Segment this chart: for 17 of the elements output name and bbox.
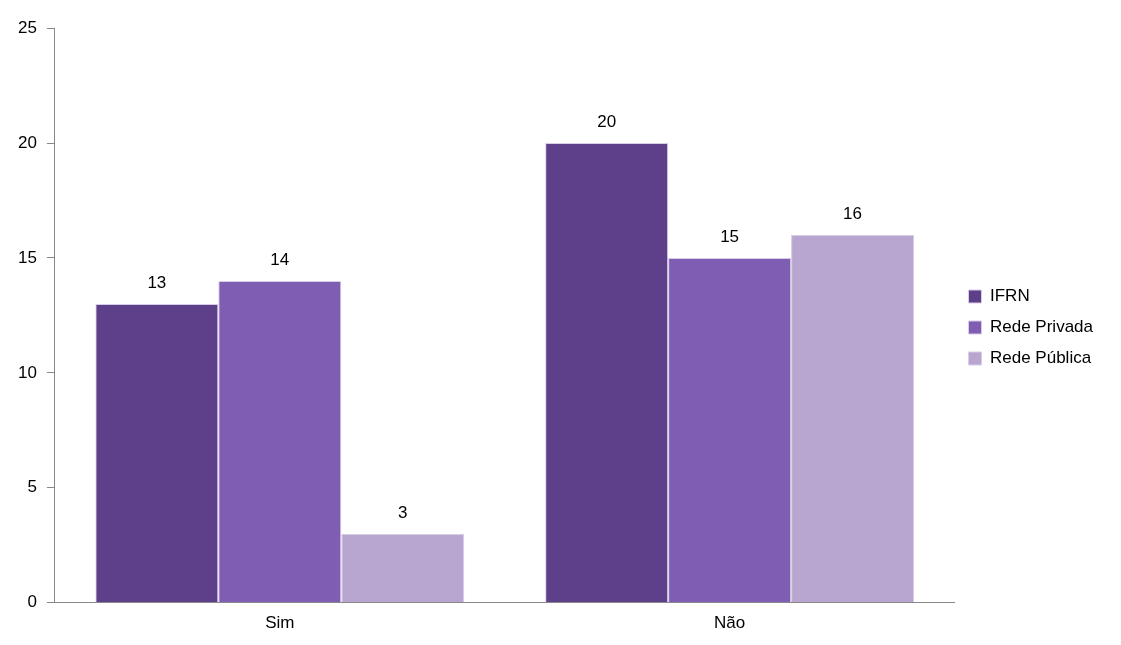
legend-label: Rede Pública [990, 348, 1092, 368]
data-label: 16 [843, 204, 862, 224]
data-label: 13 [147, 273, 167, 293]
y-tick-label: 20 [17, 132, 37, 152]
y-tick-label: 15 [17, 247, 37, 267]
x-tick-label: Sim [265, 613, 295, 633]
legend-label: IFRN [990, 286, 1030, 306]
y-tick-label: 25 [17, 17, 37, 37]
data-label: 14 [270, 250, 290, 270]
data-label: 20 [597, 112, 617, 132]
x-tick-label: Não [714, 613, 746, 633]
data-label: 3 [398, 502, 408, 522]
data-label: 15 [720, 227, 740, 247]
legend-label: Rede Privada [990, 317, 1094, 337]
y-tick-label: 0 [27, 592, 37, 612]
y-tick-label: 10 [17, 362, 37, 382]
y-tick-label: 5 [27, 477, 37, 497]
